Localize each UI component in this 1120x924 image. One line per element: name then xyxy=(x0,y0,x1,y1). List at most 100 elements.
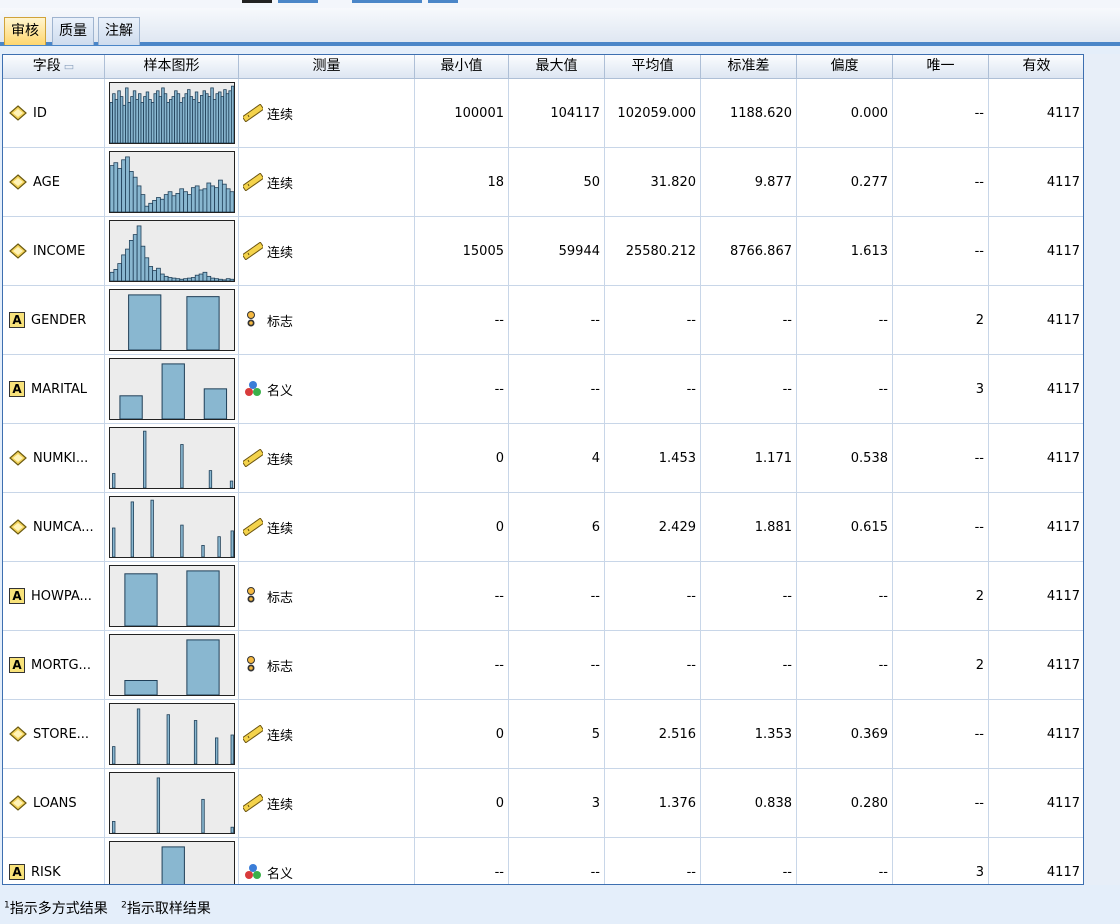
category-bar xyxy=(127,294,161,350)
graph-cell xyxy=(105,148,239,217)
sample-graph xyxy=(108,772,235,834)
sample-graph xyxy=(108,220,235,282)
histogram-bar xyxy=(159,198,165,212)
measure-cell[interactable]: 连续 xyxy=(239,769,415,838)
measure-cell[interactable]: 名义 xyxy=(239,355,415,424)
measure-cell[interactable]: 连续 xyxy=(239,79,415,148)
col-mean-header[interactable]: 平均值 xyxy=(605,55,701,79)
field-cell: NUMKI... xyxy=(3,424,105,493)
measure-label: 连续 xyxy=(267,797,294,813)
table-row[interactable]: A RISK 名义 -- -- -- -- -- 3 4117 xyxy=(3,838,1083,884)
measure-cell[interactable]: 连续 xyxy=(239,148,415,217)
col-skew-header[interactable]: 偏度 xyxy=(797,55,893,79)
histogram-bar xyxy=(205,182,211,212)
category-bar xyxy=(185,570,220,626)
graph-cell xyxy=(105,700,239,769)
measure-cell[interactable]: 标志 xyxy=(239,286,415,355)
table-row[interactable]: STORE... 连续 0 5 2.516 1.353 0.369 -- 4117 xyxy=(3,700,1083,769)
skew-cell: 0.369 xyxy=(797,700,893,769)
tab-annotations[interactable]: 注解 xyxy=(98,17,140,45)
vertical-scrollbar[interactable] xyxy=(1084,54,1120,885)
sample-graph xyxy=(108,496,235,558)
measure-cell[interactable]: 连续 xyxy=(239,700,415,769)
table-row[interactable]: INCOME 连续 15005 59944 25580.212 8766.867 1.613… xyxy=(3,217,1083,286)
sample-graph xyxy=(108,151,235,213)
valid-cell: 4117 xyxy=(989,217,1083,286)
table-row[interactable]: A HOWPA... 标志 -- -- -- -- -- 2 4117 xyxy=(3,562,1083,631)
mean-cell: -- xyxy=(605,631,701,700)
flag-icon xyxy=(243,656,263,674)
valid-cell: 4117 xyxy=(989,493,1083,562)
field-cell: INCOME xyxy=(3,217,105,286)
histogram-bar xyxy=(147,202,153,212)
col-graph-header[interactable]: 样本图形 xyxy=(105,55,239,79)
std-cell: 1.353 xyxy=(701,700,797,769)
measure-cell[interactable]: 连续 xyxy=(239,493,415,562)
table-row[interactable]: NUMCA... 连续 0 6 2.429 1.881 0.615 -- 4117 xyxy=(3,493,1083,562)
min-cell: -- xyxy=(415,562,509,631)
min-cell: 15005 xyxy=(415,217,509,286)
measure-cell[interactable]: 连续 xyxy=(239,217,415,286)
value-spike xyxy=(179,444,184,488)
min-cell: -- xyxy=(415,286,509,355)
std-cell: 1188.620 xyxy=(701,79,797,148)
valid-cell: 4117 xyxy=(989,355,1083,424)
table-row[interactable]: AGE 连续 18 50 31.820 9.877 0.277 -- 4117 xyxy=(3,148,1083,217)
mean-cell: 102059.000 xyxy=(605,79,701,148)
min-cell: 0 xyxy=(415,769,509,838)
col-unique-header[interactable]: 唯一 xyxy=(893,55,989,79)
table-row[interactable]: A GENDER 标志 -- -- -- -- -- 2 4117 xyxy=(3,286,1083,355)
col-max-header[interactable]: 最大值 xyxy=(509,55,605,79)
unique-cell: -- xyxy=(893,148,989,217)
skew-cell: 0.615 xyxy=(797,493,893,562)
table-row[interactable]: A MARITAL 名义 -- -- -- -- -- 3 4117 xyxy=(3,355,1083,424)
sample-graph xyxy=(108,289,235,351)
col-measure-header[interactable]: 测量 xyxy=(239,55,415,79)
col-min-header[interactable]: 最小值 xyxy=(415,55,509,79)
mean-cell: 2.429 xyxy=(605,493,701,562)
tab-quality[interactable]: 质量 xyxy=(52,17,94,45)
measure-cell[interactable]: 标志 xyxy=(239,562,415,631)
audit-table: 字段 ▭ 样本图形 测量 最小值 最大值 平均值 标准差 偏度 唯一 有效 ID 连… xyxy=(2,54,1084,885)
histogram-bar xyxy=(217,179,223,212)
measure-cell[interactable]: 连续 xyxy=(239,424,415,493)
histogram-bar xyxy=(190,187,196,212)
max-cell: -- xyxy=(509,562,605,631)
field-name: NUMCA... xyxy=(33,519,94,535)
col-field-header[interactable]: 字段 ▭ xyxy=(3,55,105,79)
sample-graph-svg xyxy=(111,708,234,764)
col-valid-header[interactable]: 有效 xyxy=(989,55,1083,79)
sample-graph-svg xyxy=(111,499,234,557)
histogram-bar xyxy=(143,257,149,281)
histogram-bar xyxy=(209,277,215,281)
table-row[interactable]: NUMKI... 连续 0 4 1.453 1.171 0.538 -- 4117 xyxy=(3,424,1083,493)
std-cell: 1.171 xyxy=(701,424,797,493)
table-row[interactable]: LOANS 连续 0 3 1.376 0.838 0.280 -- 4117 xyxy=(3,769,1083,838)
value-spike xyxy=(156,777,160,833)
sample-graph-svg xyxy=(118,363,227,419)
histogram-bar xyxy=(217,278,223,281)
graph-cell xyxy=(105,562,239,631)
unique-cell: -- xyxy=(893,217,989,286)
measure-cell[interactable]: 名义 xyxy=(239,838,415,884)
table-row[interactable]: A MORTG... 标志 -- -- -- -- -- 2 4117 xyxy=(3,631,1083,700)
valid-cell: 4117 xyxy=(989,79,1083,148)
histogram-bar xyxy=(186,194,192,212)
histogram-bar xyxy=(194,274,200,281)
histogram-bar xyxy=(143,205,149,212)
histogram-bar xyxy=(109,165,114,212)
graph-cell xyxy=(105,217,239,286)
sample-graph-svg xyxy=(127,294,220,350)
min-cell: 0 xyxy=(415,700,509,769)
skew-cell: -- xyxy=(797,631,893,700)
category-bar xyxy=(185,296,220,350)
tab-audit[interactable]: 审核 xyxy=(4,17,46,45)
table-row[interactable]: ID 连续 100001 104117 102059.000 1188.620 0.000-… xyxy=(3,79,1083,148)
histogram-bar xyxy=(132,234,138,281)
histogram-bar xyxy=(136,225,141,281)
col-std-header[interactable]: 标准差 xyxy=(701,55,797,79)
measure-cell[interactable]: 标志 xyxy=(239,631,415,700)
histogram-bar xyxy=(213,278,219,281)
histogram-bar xyxy=(229,278,234,281)
field-cell: LOANS xyxy=(3,769,105,838)
